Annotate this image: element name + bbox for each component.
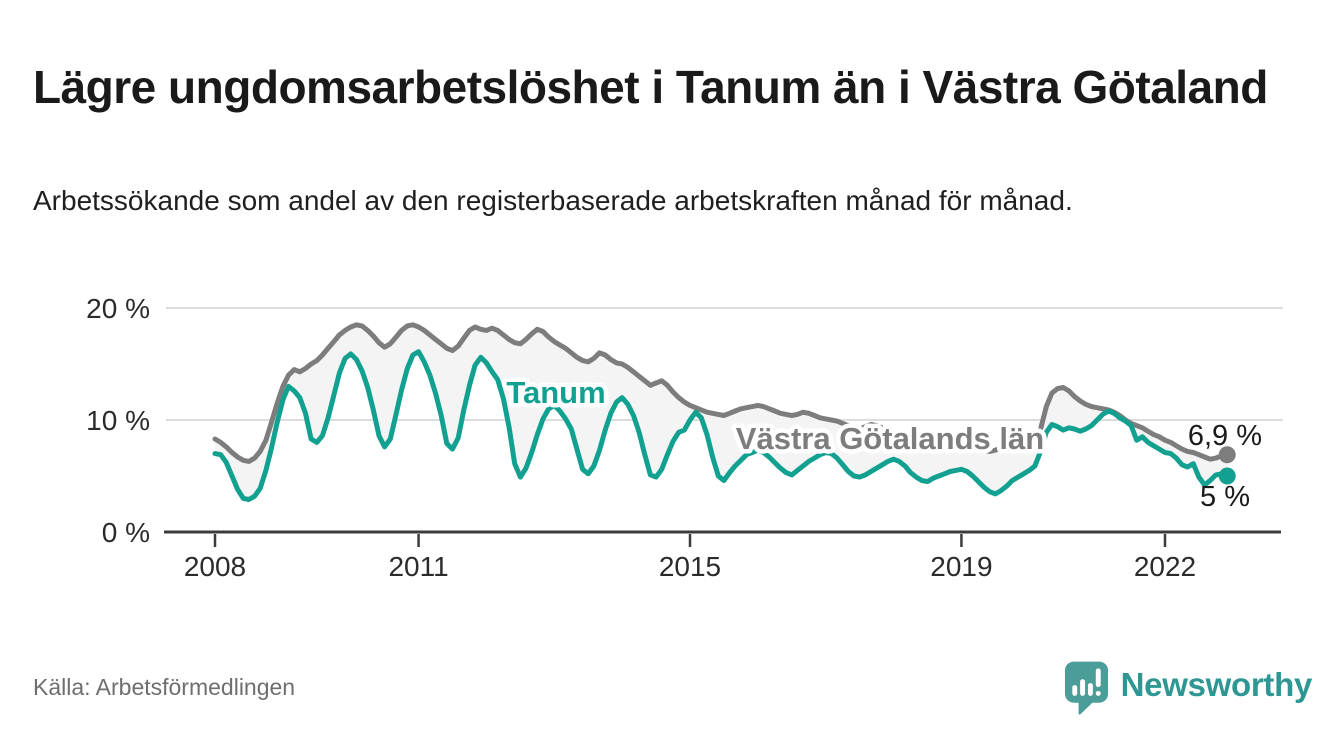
- tanum-end-label: 5 %: [1200, 481, 1250, 513]
- x-tick-label-2011: 2011: [388, 551, 448, 582]
- tanum-line: [212, 349, 1230, 502]
- vastra-gotaland-line: [212, 322, 1230, 464]
- newsworthy-logo: Newsworthy: [1063, 660, 1312, 716]
- gap-band: [215, 324, 1228, 500]
- x-tick-label-2008: 2008: [184, 551, 246, 582]
- brand-name: Newsworthy: [1120, 666, 1313, 703]
- x-tick-label-2015: 2015: [659, 551, 721, 582]
- y-tick-label-0: 0 %: [102, 517, 150, 548]
- tanum-end-dot: [1218, 467, 1236, 485]
- vastra-gotaland-end-label: 6,9 %: [1188, 420, 1262, 452]
- newsworthy-bubble-chart-icon: [1064, 661, 1108, 715]
- vastra-gotaland-series-label: Västra Götalands län: [736, 421, 1044, 456]
- x-tick-label-2022: 2022: [1134, 551, 1196, 582]
- y-tick-label-10: 10 %: [86, 405, 150, 436]
- tanum-series-label: Tanum: [506, 375, 605, 410]
- vastra-gotaland-end-dot: [1218, 446, 1236, 464]
- y-tick-label-20: 20 %: [86, 293, 150, 324]
- page-title: Lägre ungdomsarbetslöshet i Tanum än i V…: [33, 60, 1268, 113]
- x-tick-label-2019: 2019: [930, 551, 992, 582]
- source-label: Källa: Arbetsförmedlingen: [33, 674, 296, 700]
- chart-subtitle: Arbetssökande som andel av den registerb…: [33, 185, 1073, 216]
